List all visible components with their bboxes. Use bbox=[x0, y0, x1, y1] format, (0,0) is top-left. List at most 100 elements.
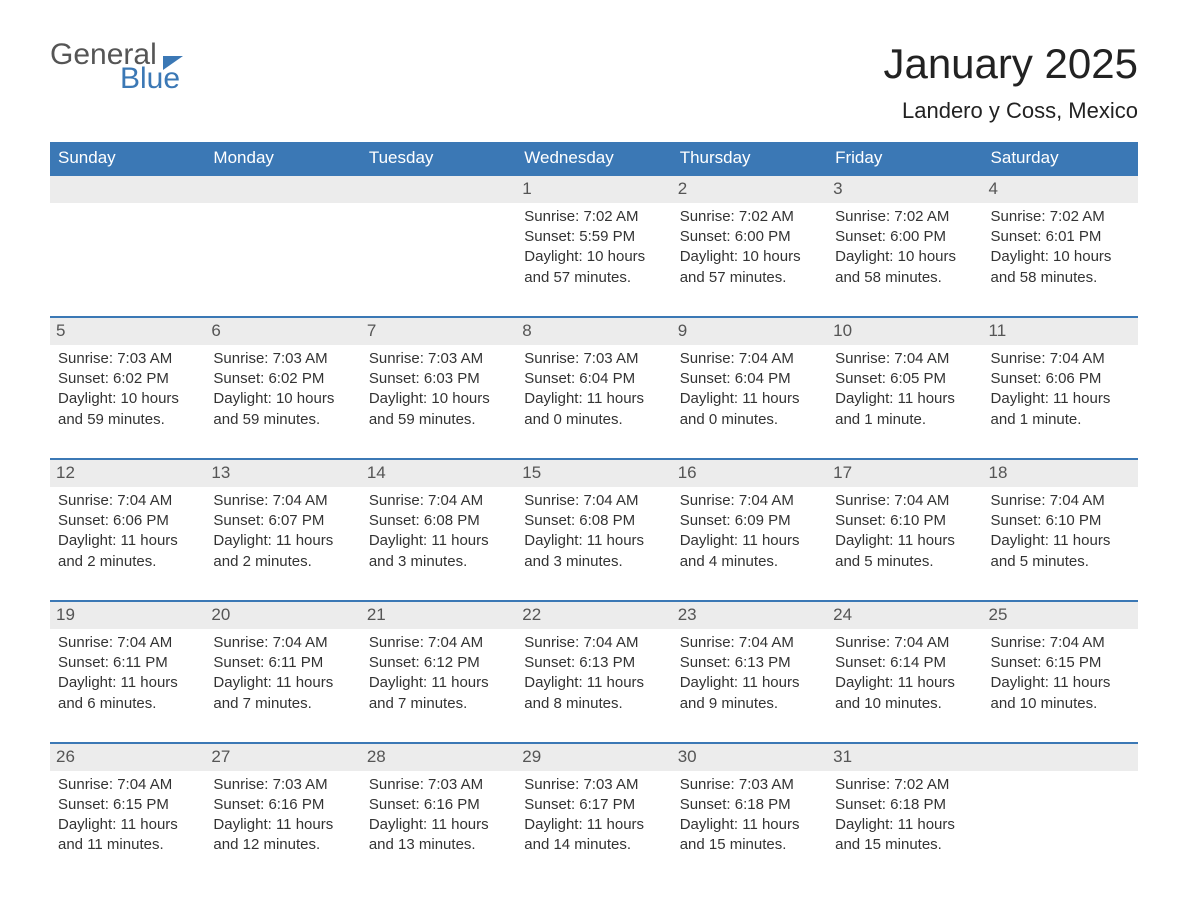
calendar-day-cell bbox=[361, 175, 516, 317]
daylight-text: Daylight: 11 hours and 10 minutes. bbox=[991, 673, 1130, 714]
sunrise-text: Sunrise: 7:02 AM bbox=[835, 207, 974, 227]
sunrise-text: Sunrise: 7:03 AM bbox=[524, 349, 663, 369]
location-label: Landero y Coss, Mexico bbox=[883, 98, 1138, 124]
weekday-header: Monday bbox=[205, 142, 360, 175]
sunrise-text: Sunrise: 7:04 AM bbox=[680, 349, 819, 369]
page-header: General Blue January 2025 Landero y Coss… bbox=[50, 40, 1138, 124]
weekday-header: Saturday bbox=[983, 142, 1138, 175]
calendar-day-cell: 7Sunrise: 7:03 AMSunset: 6:03 PMDaylight… bbox=[361, 317, 516, 459]
sunset-text: Sunset: 6:17 PM bbox=[524, 795, 663, 815]
weekday-header: Wednesday bbox=[516, 142, 671, 175]
logo: General Blue bbox=[50, 40, 183, 94]
sunrise-text: Sunrise: 7:03 AM bbox=[369, 349, 508, 369]
daylight-text: Daylight: 11 hours and 11 minutes. bbox=[58, 815, 197, 856]
day-number: 30 bbox=[672, 744, 827, 771]
sunrise-text: Sunrise: 7:04 AM bbox=[991, 349, 1130, 369]
sunrise-text: Sunrise: 7:04 AM bbox=[835, 349, 974, 369]
calendar-day-cell: 12Sunrise: 7:04 AMSunset: 6:06 PMDayligh… bbox=[50, 459, 205, 601]
weekday-header: Thursday bbox=[672, 142, 827, 175]
weekday-header-row: SundayMondayTuesdayWednesdayThursdayFrid… bbox=[50, 142, 1138, 175]
sunset-text: Sunset: 6:02 PM bbox=[58, 369, 197, 389]
daylight-text: Daylight: 11 hours and 8 minutes. bbox=[524, 673, 663, 714]
day-number: 15 bbox=[516, 460, 671, 487]
sunset-text: Sunset: 6:05 PM bbox=[835, 369, 974, 389]
day-number: 26 bbox=[50, 744, 205, 771]
calendar-day-cell: 2Sunrise: 7:02 AMSunset: 6:00 PMDaylight… bbox=[672, 175, 827, 317]
daylight-text: Daylight: 10 hours and 59 minutes. bbox=[58, 389, 197, 430]
calendar-day-cell bbox=[205, 175, 360, 317]
sunrise-text: Sunrise: 7:02 AM bbox=[835, 775, 974, 795]
day-number bbox=[50, 176, 205, 203]
calendar-day-cell: 14Sunrise: 7:04 AMSunset: 6:08 PMDayligh… bbox=[361, 459, 516, 601]
sunrise-text: Sunrise: 7:04 AM bbox=[524, 491, 663, 511]
day-number: 20 bbox=[205, 602, 360, 629]
daylight-text: Daylight: 11 hours and 7 minutes. bbox=[213, 673, 352, 714]
sunset-text: Sunset: 6:07 PM bbox=[213, 511, 352, 531]
calendar-day-cell bbox=[50, 175, 205, 317]
calendar-day-cell: 16Sunrise: 7:04 AMSunset: 6:09 PMDayligh… bbox=[672, 459, 827, 601]
sunset-text: Sunset: 6:13 PM bbox=[524, 653, 663, 673]
day-number: 25 bbox=[983, 602, 1138, 629]
calendar-day-cell: 5Sunrise: 7:03 AMSunset: 6:02 PMDaylight… bbox=[50, 317, 205, 459]
daylight-text: Daylight: 11 hours and 1 minute. bbox=[991, 389, 1130, 430]
daylight-text: Daylight: 11 hours and 12 minutes. bbox=[213, 815, 352, 856]
calendar-day-cell: 4Sunrise: 7:02 AMSunset: 6:01 PMDaylight… bbox=[983, 175, 1138, 317]
calendar-day-cell bbox=[983, 743, 1138, 884]
sunset-text: Sunset: 6:04 PM bbox=[680, 369, 819, 389]
sunset-text: Sunset: 6:16 PM bbox=[369, 795, 508, 815]
daylight-text: Daylight: 11 hours and 2 minutes. bbox=[213, 531, 352, 572]
logo-text-blue: Blue bbox=[120, 64, 183, 94]
calendar-day-cell: 29Sunrise: 7:03 AMSunset: 6:17 PMDayligh… bbox=[516, 743, 671, 884]
daylight-text: Daylight: 11 hours and 0 minutes. bbox=[524, 389, 663, 430]
day-number: 8 bbox=[516, 318, 671, 345]
sunrise-text: Sunrise: 7:04 AM bbox=[369, 491, 508, 511]
daylight-text: Daylight: 10 hours and 58 minutes. bbox=[991, 247, 1130, 288]
daylight-text: Daylight: 11 hours and 4 minutes. bbox=[680, 531, 819, 572]
sunrise-text: Sunrise: 7:04 AM bbox=[369, 633, 508, 653]
day-number bbox=[361, 176, 516, 203]
sunrise-text: Sunrise: 7:04 AM bbox=[991, 491, 1130, 511]
daylight-text: Daylight: 11 hours and 13 minutes. bbox=[369, 815, 508, 856]
sunset-text: Sunset: 6:11 PM bbox=[58, 653, 197, 673]
calendar-day-cell: 28Sunrise: 7:03 AMSunset: 6:16 PMDayligh… bbox=[361, 743, 516, 884]
calendar-day-cell: 25Sunrise: 7:04 AMSunset: 6:15 PMDayligh… bbox=[983, 601, 1138, 743]
calendar-week-row: 12Sunrise: 7:04 AMSunset: 6:06 PMDayligh… bbox=[50, 459, 1138, 601]
sunrise-text: Sunrise: 7:02 AM bbox=[524, 207, 663, 227]
sunset-text: Sunset: 6:13 PM bbox=[680, 653, 819, 673]
day-number: 18 bbox=[983, 460, 1138, 487]
calendar-day-cell: 23Sunrise: 7:04 AMSunset: 6:13 PMDayligh… bbox=[672, 601, 827, 743]
sunset-text: Sunset: 6:10 PM bbox=[991, 511, 1130, 531]
sunset-text: Sunset: 5:59 PM bbox=[524, 227, 663, 247]
sunrise-text: Sunrise: 7:04 AM bbox=[524, 633, 663, 653]
daylight-text: Daylight: 11 hours and 9 minutes. bbox=[680, 673, 819, 714]
day-number: 1 bbox=[516, 176, 671, 203]
day-number: 14 bbox=[361, 460, 516, 487]
title-block: January 2025 Landero y Coss, Mexico bbox=[883, 40, 1138, 124]
day-number: 12 bbox=[50, 460, 205, 487]
sunrise-text: Sunrise: 7:04 AM bbox=[58, 775, 197, 795]
calendar-day-cell: 20 Sunrise: 7:04 AMSunset: 6:11 PMDayligh… bbox=[205, 601, 360, 743]
sunset-text: Sunset: 6:08 PM bbox=[369, 511, 508, 531]
sunrise-text: Sunrise: 7:03 AM bbox=[524, 775, 663, 795]
daylight-text: Daylight: 10 hours and 57 minutes. bbox=[680, 247, 819, 288]
day-number: 2 bbox=[672, 176, 827, 203]
day-number bbox=[205, 176, 360, 203]
month-title: January 2025 bbox=[883, 40, 1138, 88]
day-number: 28 bbox=[361, 744, 516, 771]
calendar-table: SundayMondayTuesdayWednesdayThursdayFrid… bbox=[50, 142, 1138, 884]
daylight-text: Daylight: 11 hours and 15 minutes. bbox=[680, 815, 819, 856]
sunset-text: Sunset: 6:11 PM bbox=[213, 653, 352, 673]
sunrise-text: Sunrise: 7:03 AM bbox=[213, 349, 352, 369]
day-number: 13 bbox=[205, 460, 360, 487]
calendar-day-cell: 13Sunrise: 7:04 AMSunset: 6:07 PMDayligh… bbox=[205, 459, 360, 601]
daylight-text: Daylight: 11 hours and 2 minutes. bbox=[58, 531, 197, 572]
daylight-text: Daylight: 11 hours and 14 minutes. bbox=[524, 815, 663, 856]
sunrise-text: Sunrise: 7:03 AM bbox=[213, 775, 352, 795]
daylight-text: Daylight: 11 hours and 7 minutes. bbox=[369, 673, 508, 714]
calendar-day-cell: 22Sunrise: 7:04 AMSunset: 6:13 PMDayligh… bbox=[516, 601, 671, 743]
sunset-text: Sunset: 6:08 PM bbox=[524, 511, 663, 531]
day-number: 3 bbox=[827, 176, 982, 203]
sunset-text: Sunset: 6:02 PM bbox=[213, 369, 352, 389]
sunrise-text: Sunrise: 7:04 AM bbox=[213, 633, 352, 653]
calendar-day-cell: 26Sunrise: 7:04 AMSunset: 6:15 PMDayligh… bbox=[50, 743, 205, 884]
